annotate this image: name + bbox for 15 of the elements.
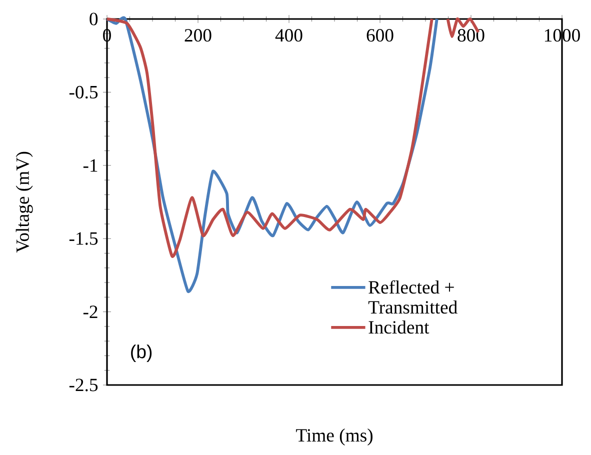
- x-tick-label: 400: [275, 29, 302, 42]
- y-tick-label: -0.5: [69, 86, 98, 99]
- y-tick-label: -1: [83, 159, 98, 172]
- x-tick-label: 200: [184, 29, 212, 42]
- y-tick-label: -1.5: [69, 232, 98, 245]
- x-axis-title: Time (ms): [296, 428, 372, 446]
- x-tick-label: 600: [366, 29, 394, 42]
- y-tick-label: -2.5: [69, 378, 98, 392]
- y-tick-label: -2: [83, 306, 98, 318]
- legend-label: Incident: [368, 320, 430, 334]
- annotation: (b): [131, 344, 152, 362]
- x-tick-label: 800: [458, 29, 484, 42]
- legend-label: Reflected + Transmitted: [368, 280, 458, 314]
- y-tick-label: 0: [90, 12, 98, 26]
- y-axis-title: Voltage (mV): [16, 152, 33, 253]
